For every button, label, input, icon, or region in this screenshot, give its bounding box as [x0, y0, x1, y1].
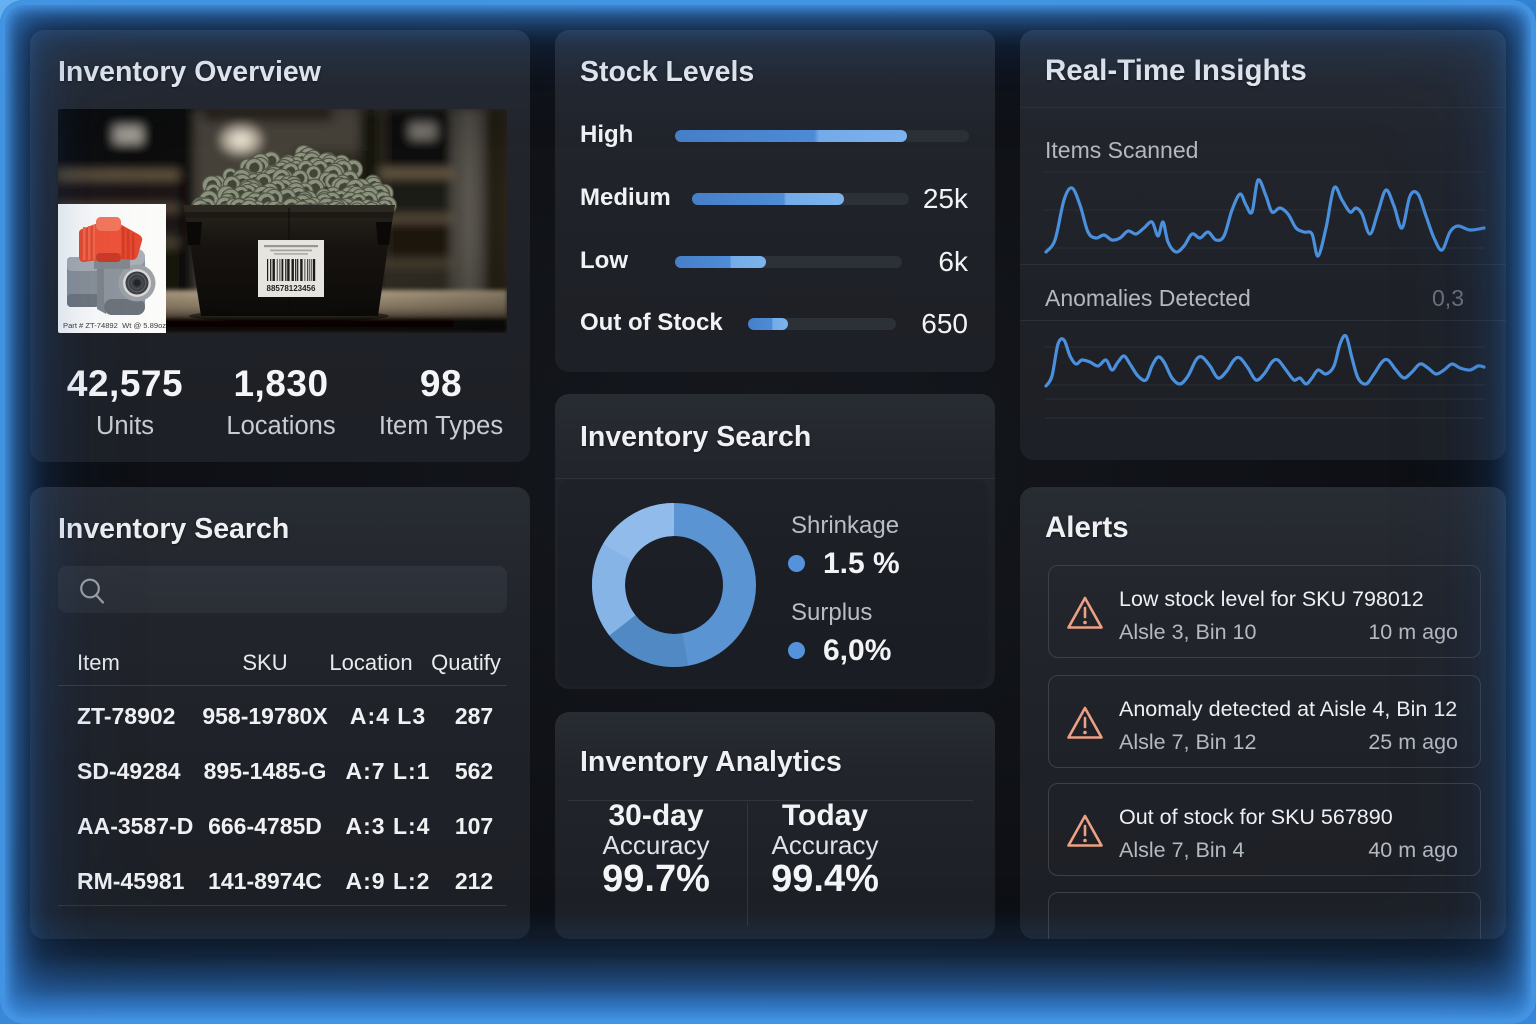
svg-text:Part # ZT-74892 Wt @ 5.89oz: Part # ZT-74892 Wt @ 5.89oz: [63, 321, 166, 330]
